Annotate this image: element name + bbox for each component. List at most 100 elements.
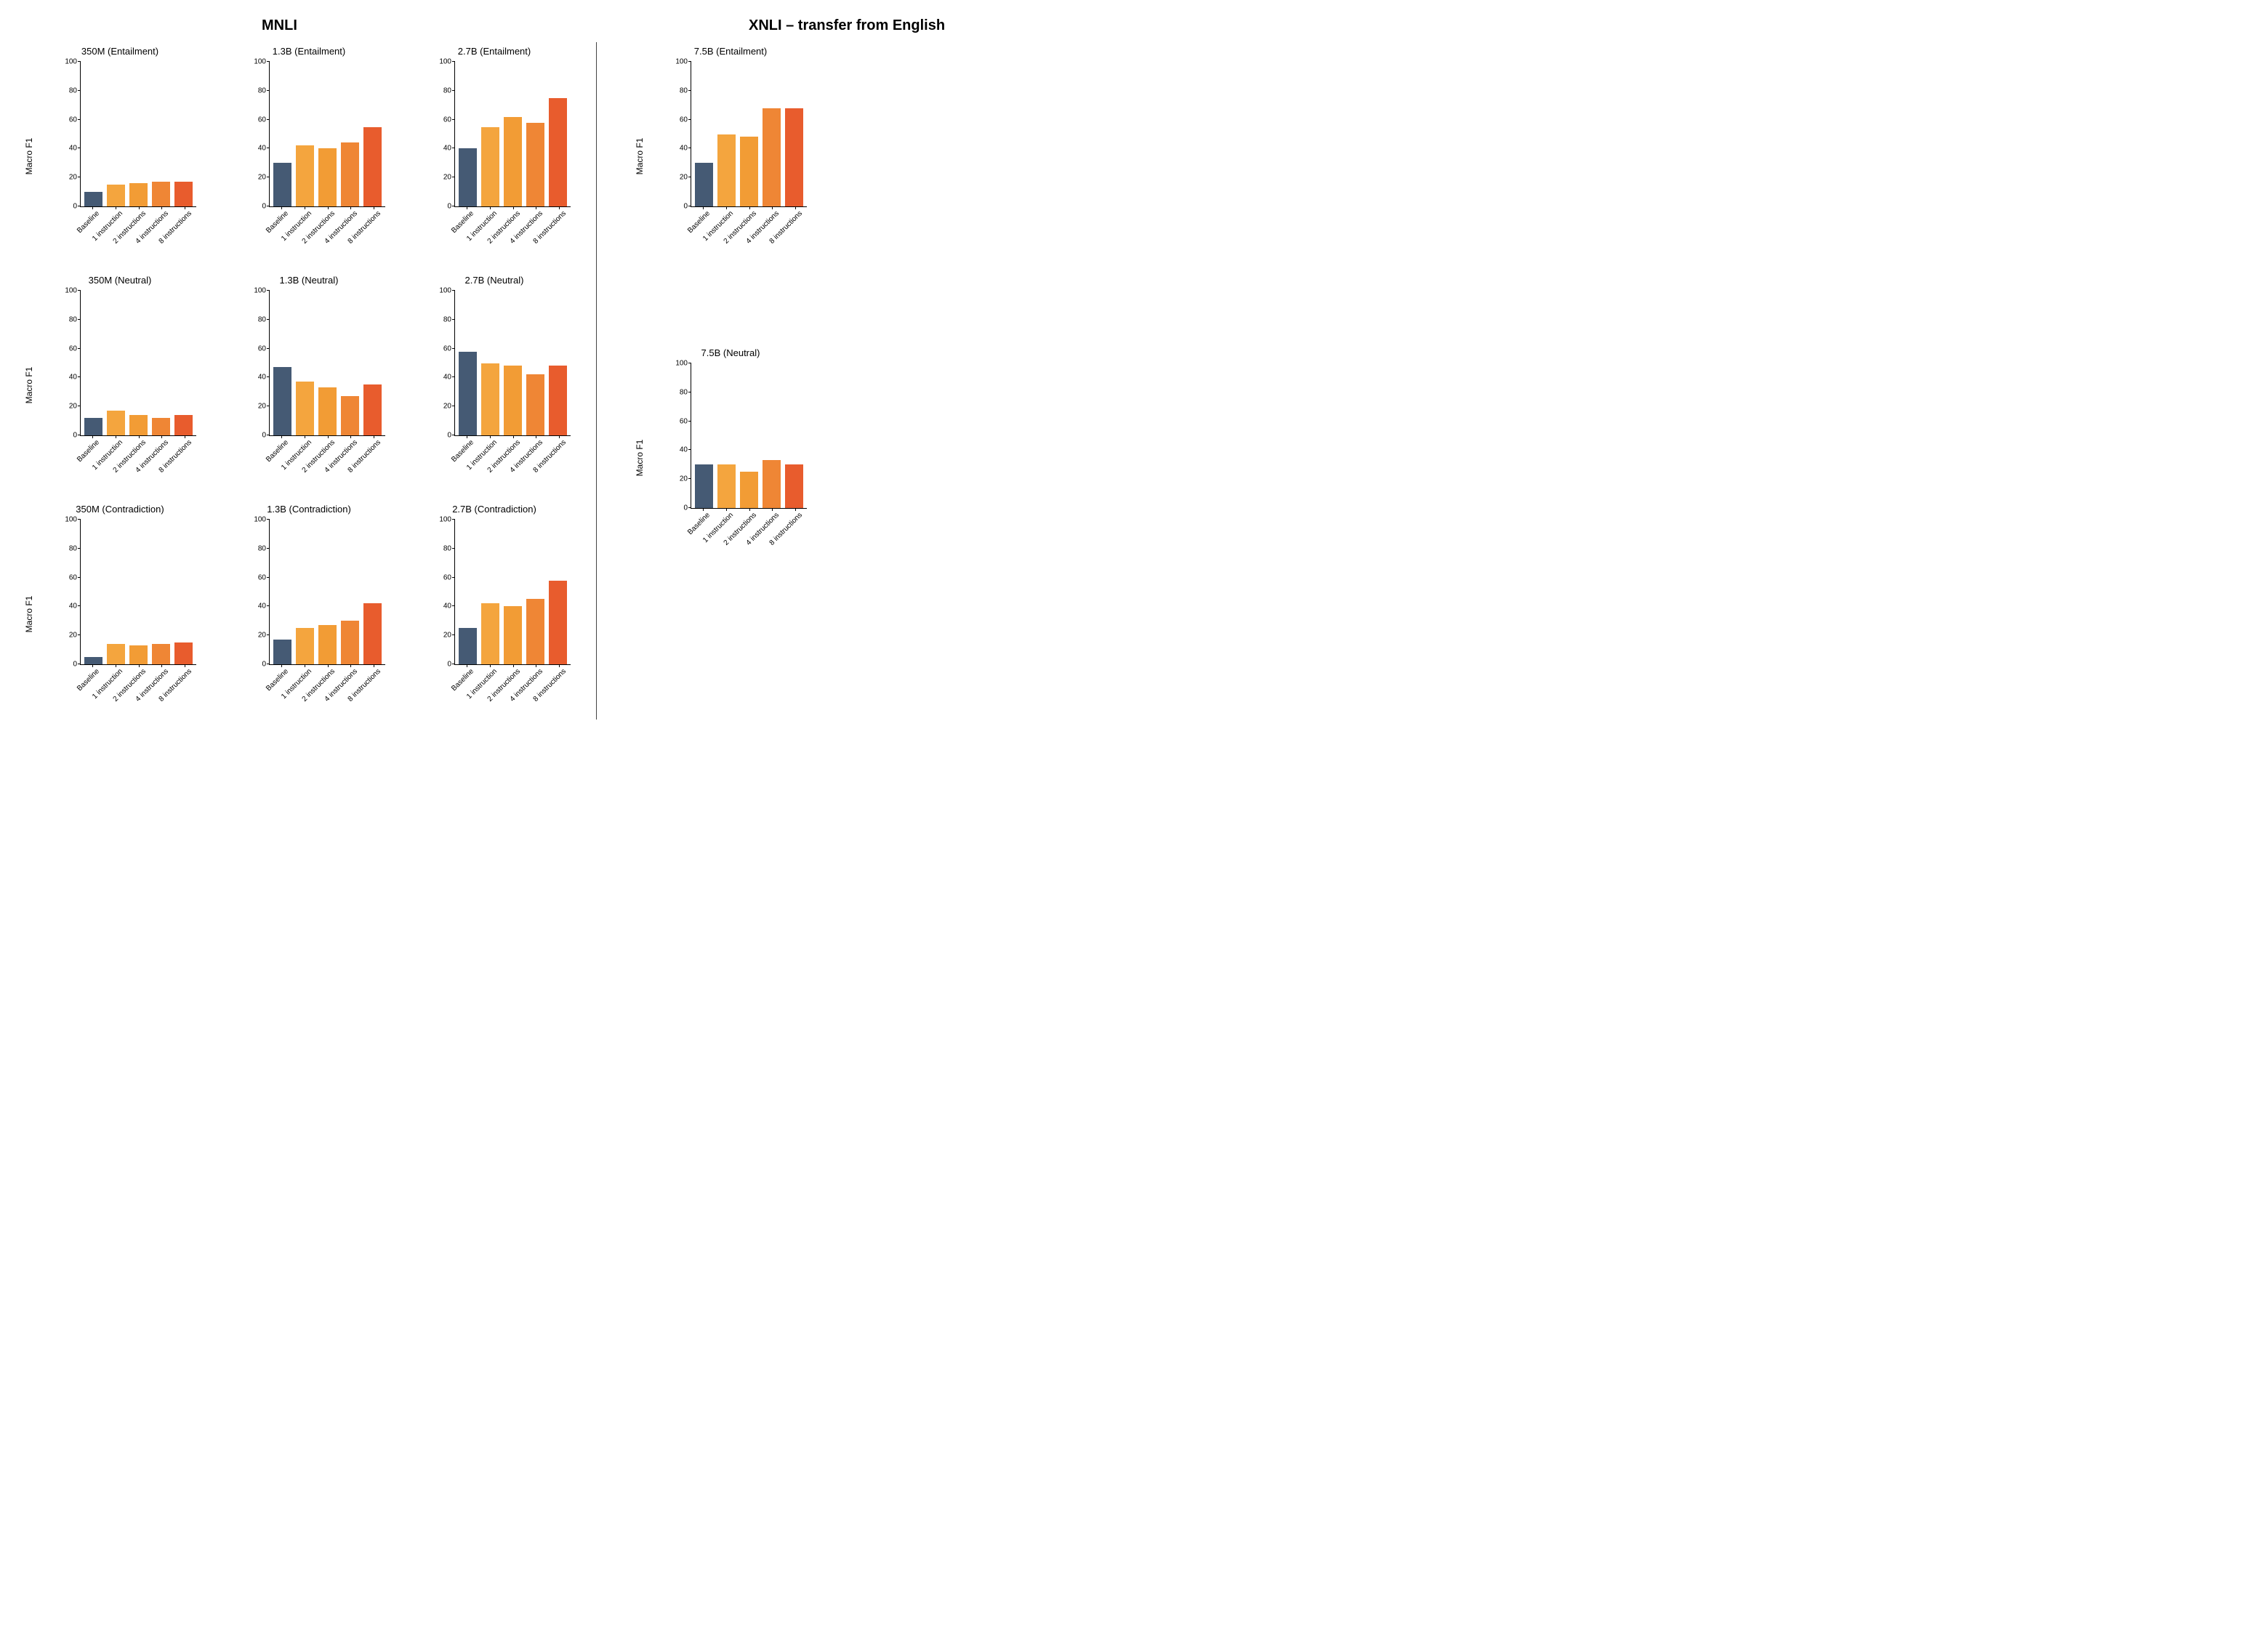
bars-container [691, 363, 807, 508]
subplot-mnli-2.7b-contra: 2.7B (Contradiction)020406080100Baseline… [411, 520, 578, 709]
bar [459, 628, 477, 664]
bar [84, 192, 102, 206]
x-tick-mark [726, 206, 727, 209]
y-tick-label: 40 [258, 145, 270, 153]
subplot-mnli-350m-entail: 350M (Entailment)020406080100Baseline1 i… [36, 62, 204, 251]
y-tick-label: 0 [73, 203, 81, 211]
y-tick-label: 80 [69, 86, 81, 94]
bar [504, 117, 522, 206]
subplot-title: 1.3B (Neutral) [225, 275, 393, 286]
y-tick-label: 0 [447, 203, 455, 211]
bar [481, 603, 499, 664]
section-title-left: MNLI [262, 17, 297, 34]
subplot-mnli-2.7b-entail: 2.7B (Entailment)020406080100Baseline1 i… [411, 62, 578, 251]
y-tick-label: 60 [258, 116, 270, 124]
bars-container [691, 62, 807, 206]
x-tick-mark [490, 206, 491, 209]
y-axis-label: Macro F1 [24, 367, 34, 404]
bars-container [455, 520, 571, 664]
y-tick-label: 0 [447, 432, 455, 440]
x-tick-mark [281, 206, 282, 209]
bar [526, 599, 544, 664]
bar [363, 127, 382, 206]
y-tick-label: 0 [683, 504, 691, 512]
x-tick-mark [92, 435, 93, 438]
y-tick-label: 20 [443, 632, 455, 640]
x-tick-mark [328, 206, 329, 209]
bar [174, 642, 193, 664]
bar [481, 127, 499, 206]
y-tick-label: 0 [73, 661, 81, 669]
y-tick-label: 80 [443, 544, 455, 552]
y-tick-label: 0 [73, 432, 81, 440]
plot-area: 020406080100Baseline1 instruction2 instr… [691, 363, 807, 509]
bar [363, 603, 382, 664]
bar [296, 628, 314, 664]
bar [763, 108, 781, 206]
y-tick-label: 40 [69, 374, 81, 382]
bar [504, 606, 522, 664]
bar [84, 657, 102, 664]
plot-area: 020406080100Baseline1 instruction2 instr… [269, 520, 385, 665]
y-tick-label: 80 [69, 315, 81, 323]
bar [129, 645, 148, 664]
y-tick-label: 80 [680, 388, 691, 396]
subplot-title: 350M (Entailment) [36, 46, 204, 57]
y-tick-label: 0 [262, 203, 270, 211]
bars-container [270, 62, 385, 206]
subplot-mnli-350m-contra: 350M (Contradiction)020406080100Baseline… [36, 520, 204, 709]
x-tick-mark [559, 435, 560, 438]
subplot-title: 7.5B (Entailment) [647, 46, 814, 57]
x-tick-mark [139, 664, 140, 667]
bar [549, 98, 567, 206]
bar [785, 108, 803, 206]
y-tick-label: 40 [258, 603, 270, 611]
x-tick-mark [350, 664, 351, 667]
y-tick-label: 40 [69, 145, 81, 153]
x-tick-mark [139, 435, 140, 438]
x-tick-mark [513, 435, 514, 438]
bar [318, 625, 337, 664]
y-tick-label: 0 [262, 432, 270, 440]
y-tick-label: 40 [680, 145, 691, 153]
x-tick-mark [490, 664, 491, 667]
subplot-mnli-1.3b-entail: 1.3B (Entailment)020406080100Baseline1 i… [225, 62, 393, 251]
y-tick-label: 60 [258, 344, 270, 352]
x-tick-mark [490, 435, 491, 438]
subplot-title: 2.7B (Contradiction) [411, 504, 578, 515]
y-tick-label: 80 [258, 315, 270, 323]
y-axis-label: Macro F1 [24, 138, 34, 175]
bars-container [81, 62, 196, 206]
subplot-mnli-2.7b-neutral: 2.7B (Neutral)020406080100Baseline1 inst… [411, 291, 578, 480]
bar [318, 387, 337, 435]
bar [695, 163, 713, 206]
x-tick-mark [749, 206, 750, 209]
plot-area: 020406080100Baseline1 instruction2 instr… [269, 291, 385, 436]
x-tick-mark [92, 206, 93, 209]
x-tick-mark [350, 206, 351, 209]
x-tick-mark [328, 435, 329, 438]
subplot-mnli-1.3b-contra: 1.3B (Contradiction)020406080100Baseline… [225, 520, 393, 709]
vertical-divider [596, 42, 597, 720]
bar [341, 621, 359, 664]
y-tick-label: 80 [69, 544, 81, 552]
subplot-title: 1.3B (Entailment) [225, 46, 393, 57]
bar [363, 384, 382, 435]
x-tick-mark [92, 664, 93, 667]
y-tick-label: 0 [262, 661, 270, 669]
y-tick-label: 60 [69, 344, 81, 352]
y-tick-label: 60 [443, 116, 455, 124]
y-tick-label: 100 [65, 516, 81, 524]
y-tick-label: 60 [680, 116, 691, 124]
y-tick-label: 80 [680, 86, 691, 94]
y-tick-label: 20 [680, 174, 691, 182]
plot-area: 020406080100Baseline1 instruction2 instr… [269, 62, 385, 207]
bar [296, 382, 314, 435]
subplot-title: 350M (Neutral) [36, 275, 204, 286]
y-tick-label: 20 [258, 632, 270, 640]
x-tick-mark [281, 435, 282, 438]
y-tick-label: 100 [254, 516, 270, 524]
bar [526, 123, 544, 206]
subplot-title: 7.5B (Neutral) [647, 347, 814, 358]
bar [740, 472, 758, 508]
